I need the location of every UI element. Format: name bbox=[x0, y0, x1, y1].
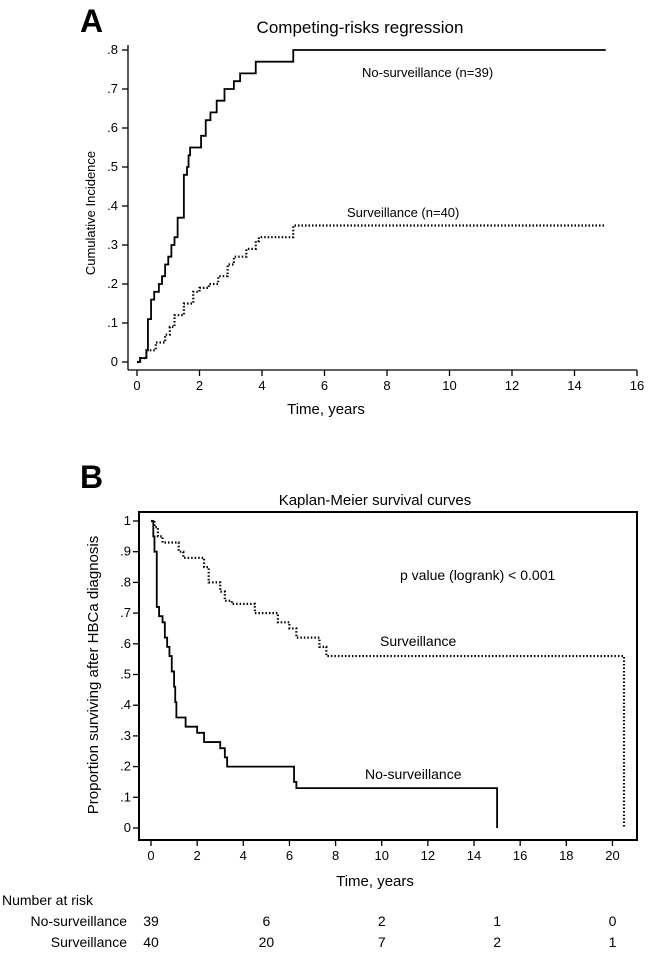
x-tick-label: 18 bbox=[559, 848, 573, 863]
chart-a-title: Competing-risks regression bbox=[257, 18, 464, 37]
x-tick-label: 0 bbox=[147, 848, 154, 863]
x-tick-label: 2 bbox=[194, 848, 201, 863]
x-tick-label: 0 bbox=[133, 378, 140, 393]
chart-a-series-label-surveillance: Surveillance (n=40) bbox=[347, 205, 459, 220]
x-tick-label: 4 bbox=[258, 378, 265, 393]
y-tick-label: 0 bbox=[111, 354, 118, 369]
chart-b-series-label-surveillance: Surveillance bbox=[380, 633, 456, 649]
y-tick-label: .8 bbox=[120, 574, 131, 589]
x-tick-label: 4 bbox=[240, 848, 247, 863]
x-tick-label: 20 bbox=[605, 848, 619, 863]
risk-table: Number at risk No-surveillance Surveilla… bbox=[2, 892, 617, 950]
y-tick-label: .7 bbox=[120, 605, 131, 620]
y-tick-label: .2 bbox=[120, 759, 131, 774]
risk-table-header: Number at risk bbox=[2, 892, 94, 908]
chart-a-ylabel: Cumulative Incidence bbox=[83, 151, 98, 275]
panel-a-label: A bbox=[80, 3, 103, 39]
y-tick-label: .9 bbox=[120, 544, 131, 559]
x-tick-label: 14 bbox=[567, 378, 581, 393]
y-tick-label: .1 bbox=[107, 315, 118, 330]
y-tick-label: .7 bbox=[107, 81, 118, 96]
x-tick-label: 8 bbox=[383, 378, 390, 393]
y-tick-label: .6 bbox=[107, 120, 118, 135]
series-line-surveillance bbox=[151, 519, 626, 828]
chart-b-ylabel: Proportion surviving after HBCa diagnosi… bbox=[85, 536, 102, 814]
risk-value: 1 bbox=[493, 913, 501, 929]
y-tick-label: .3 bbox=[107, 237, 118, 252]
x-tick-label: 16 bbox=[513, 848, 527, 863]
risk-value: 2 bbox=[378, 913, 386, 929]
chart-a-series-label-no-surveillance: No-surveillance (n=39) bbox=[362, 65, 493, 80]
x-tick-label: 10 bbox=[442, 378, 456, 393]
x-tick-label: 2 bbox=[196, 378, 203, 393]
y-tick-label: .2 bbox=[107, 276, 118, 291]
risk-value: 1 bbox=[609, 934, 617, 950]
y-tick-label: 0 bbox=[124, 820, 131, 835]
x-tick-label: 16 bbox=[630, 378, 644, 393]
y-tick-label: .5 bbox=[107, 159, 118, 174]
risk-value: 20 bbox=[259, 934, 275, 950]
x-tick-label: 12 bbox=[505, 378, 519, 393]
x-tick-label: 8 bbox=[332, 848, 339, 863]
series-line-no-surveillance-n-39 bbox=[137, 49, 606, 363]
panel-b-chart: Kaplan-Meier survival curves Time, years… bbox=[85, 492, 638, 890]
risk-value: 6 bbox=[262, 913, 270, 929]
chart-b-title: Kaplan-Meier survival curves bbox=[279, 492, 472, 509]
y-tick-label: .1 bbox=[120, 789, 131, 804]
y-tick-label: .4 bbox=[107, 198, 118, 213]
y-tick-label: .8 bbox=[107, 42, 118, 57]
chart-b-frame bbox=[138, 511, 638, 841]
y-tick-label: .5 bbox=[120, 667, 131, 682]
chart-b-pvalue: p value (logrank) < 0.001 bbox=[400, 567, 555, 583]
x-tick-label: 6 bbox=[286, 848, 293, 863]
y-tick-label: .3 bbox=[120, 728, 131, 743]
chart-b-series-label-no-surveillance: No-surveillance bbox=[365, 766, 462, 782]
risk-value: 40 bbox=[143, 934, 159, 950]
risk-value: 39 bbox=[143, 913, 159, 929]
risk-value: 0 bbox=[609, 913, 617, 929]
risk-row-label-surveillance: Surveillance bbox=[51, 934, 127, 950]
series-line-no-surveillance bbox=[151, 520, 498, 828]
risk-row-label-no-surveillance: No-surveillance bbox=[31, 913, 128, 929]
risk-value: 2 bbox=[493, 934, 501, 950]
y-tick-label: .4 bbox=[120, 697, 131, 712]
chart-b-xlabel: Time, years bbox=[336, 873, 414, 890]
x-tick-label: 12 bbox=[421, 848, 435, 863]
y-tick-label: .6 bbox=[120, 636, 131, 651]
panel-a-chart: Competing-risks regression Time, years C… bbox=[83, 18, 644, 418]
chart-a-xlabel: Time, years bbox=[287, 401, 365, 418]
y-tick-label: 1 bbox=[124, 513, 131, 528]
series-line-surveillance-n-40 bbox=[137, 224, 606, 364]
x-tick-label: 14 bbox=[467, 848, 481, 863]
x-tick-label: 6 bbox=[321, 378, 328, 393]
x-tick-label: 10 bbox=[374, 848, 388, 863]
panel-b-label: B bbox=[80, 459, 103, 495]
risk-value: 7 bbox=[378, 934, 386, 950]
